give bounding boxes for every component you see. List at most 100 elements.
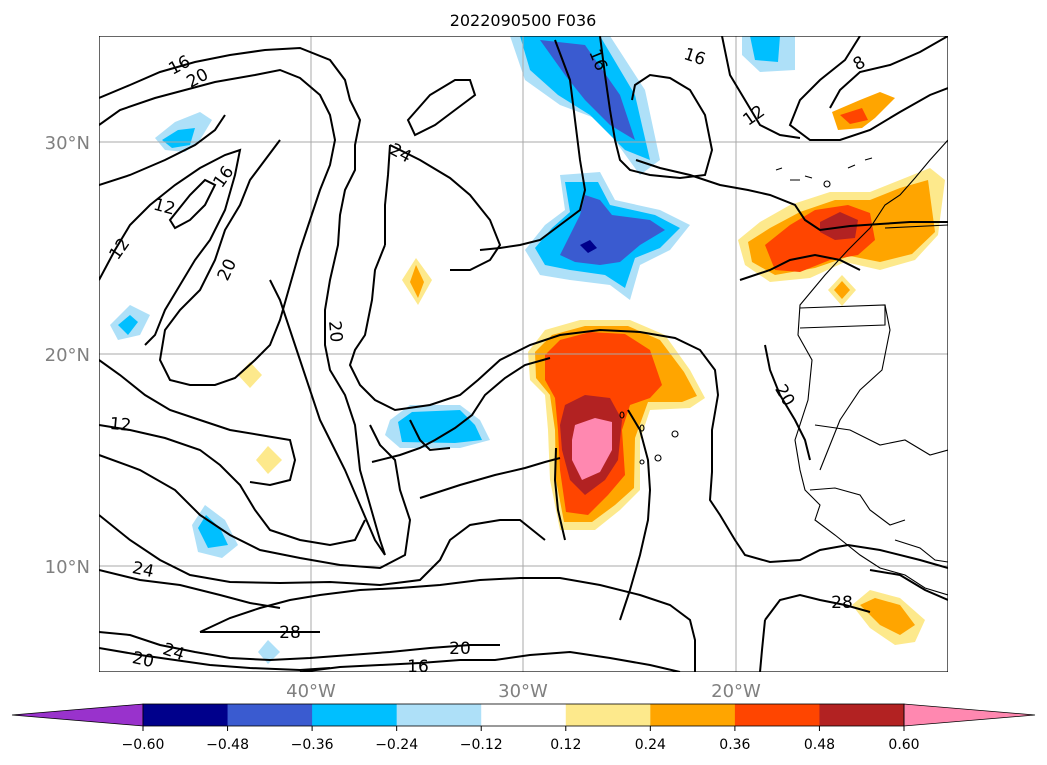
- positive-anomaly-small-3: [256, 446, 282, 474]
- negative-anomaly-sw-core: [198, 515, 228, 548]
- contour-8: [99, 424, 412, 570]
- colorbar-tick-label: 0.36: [719, 737, 750, 753]
- contour-label: 20: [449, 639, 471, 659]
- cape-verde: [619, 411, 679, 465]
- colorbar-box: [396, 704, 482, 726]
- border-3: [884, 224, 948, 229]
- contour-3: [99, 114, 226, 186]
- lat-label: 20°N: [45, 345, 90, 366]
- positive-anomaly-ne-darkred: [820, 212, 858, 240]
- contour-17: [419, 457, 561, 499]
- colorbar-tick-label: −0.12: [460, 737, 503, 753]
- colorbar: −0.60 −0.48 −0.36 −0.24 −0.12 0.12 0.24 0.36 0.4…: [11, 703, 1036, 753]
- colorbar-box: [312, 704, 398, 726]
- coastlines: [619, 139, 948, 596]
- contour-label: 20: [130, 648, 155, 672]
- contour-9: [99, 514, 546, 587]
- contour-10: [99, 569, 281, 609]
- positive-anomaly-small-2: [238, 362, 262, 388]
- border-5: [809, 487, 906, 526]
- negative-anomaly-nw-core: [162, 128, 195, 148]
- contour-11: [99, 631, 500, 662]
- contour-1: [99, 46, 386, 556]
- colorbar-box: [819, 704, 905, 726]
- lon-label: 40°W: [286, 681, 336, 702]
- colorbar-box: [650, 704, 736, 726]
- border-4: [814, 424, 948, 456]
- contour-32: [869, 569, 948, 601]
- contour-29: [635, 159, 948, 232]
- canary-islands: [775, 157, 873, 188]
- negative-anomaly-west-core: [398, 410, 482, 443]
- positive-anomaly-south-east-core: [860, 598, 915, 635]
- colorbar-box: [143, 704, 229, 726]
- negative-anomaly-west-edge-core: [118, 315, 138, 335]
- contours: [99, 36, 948, 672]
- colorbar-tick-label: −0.36: [291, 737, 334, 753]
- contour-28: [829, 36, 948, 109]
- contour-label: 28: [831, 593, 853, 613]
- positive-anomaly-ne-small-core: [840, 108, 868, 124]
- colorbar-extend-high: [903, 703, 1036, 727]
- contour-20: [553, 447, 566, 541]
- lon-label: 30°W: [498, 681, 548, 702]
- colorbar-frame: [142, 703, 905, 727]
- contour-5: [168, 178, 217, 230]
- contour-21: [406, 79, 477, 137]
- contour-label: 20: [324, 320, 346, 343]
- colorbar-extend-low: [11, 703, 144, 727]
- africa-coast: [794, 139, 948, 596]
- contour-31: [764, 344, 811, 461]
- contour-35: [409, 419, 451, 452]
- contour-24: [479, 39, 587, 251]
- contour-12: [99, 647, 331, 672]
- contour-26: [721, 36, 801, 139]
- colorbar-box: [227, 704, 313, 726]
- positive-anomaly-main-max: [572, 418, 612, 480]
- lat-label: 10°N: [45, 557, 90, 578]
- negative-anomaly-ne-core: [750, 36, 780, 62]
- border-1: [799, 304, 886, 329]
- contour-4: [99, 148, 242, 346]
- lat-label: 30°N: [45, 133, 90, 154]
- contour-34: [759, 619, 766, 672]
- contour-label: 24: [130, 558, 155, 582]
- contour-19: [619, 409, 652, 621]
- map-panel: 16 20 16 12 16 8 12 24 16 12 12 20 20 20…: [99, 36, 948, 677]
- contour-14: [199, 577, 696, 672]
- colorbar-tick-label: −0.48: [206, 737, 249, 753]
- colorbar-tick-label: −0.60: [122, 737, 165, 753]
- colorbar-tick-label: 0.48: [804, 737, 835, 753]
- contour-16: [348, 244, 948, 569]
- colorbar-tick-label: 0.24: [635, 737, 666, 753]
- contour-18: [371, 357, 551, 463]
- border-6: [894, 539, 948, 563]
- axis-labels: 30°N 20°N 10°N 40°W 30°W 20°W: [45, 133, 761, 702]
- colorbar-box: [734, 704, 820, 726]
- contour-30: [739, 253, 861, 281]
- positive-anomaly-mid-east-core: [834, 281, 850, 299]
- contour-13: [299, 650, 681, 672]
- positive-anomaly-small-1-core: [410, 265, 424, 298]
- contour-6: [99, 359, 297, 487]
- colorbar-tick-label: −0.24: [375, 737, 418, 753]
- contour-33: [764, 593, 871, 621]
- contour-label: 12: [109, 414, 132, 436]
- colorbar-tick-label: 0.12: [550, 737, 581, 753]
- contour-27: [788, 36, 948, 141]
- negative-anomaly-south: [258, 640, 280, 664]
- colorbar-box: [481, 704, 567, 726]
- lon-label: 20°W: [711, 681, 761, 702]
- figure-title: 2022090500 F036: [450, 11, 597, 30]
- contour-7: [99, 424, 366, 547]
- contour-label: 16: [407, 657, 429, 677]
- colorbar-box: [565, 704, 651, 726]
- contour-2: [99, 68, 337, 386]
- contour-22: [389, 144, 502, 271]
- colorbar-tick-label: 0.60: [888, 737, 919, 753]
- contour-label: 28: [279, 623, 301, 643]
- gridlines: [99, 36, 948, 672]
- negative-anomaly-central-max: [580, 240, 597, 253]
- contour-23: [384, 144, 391, 245]
